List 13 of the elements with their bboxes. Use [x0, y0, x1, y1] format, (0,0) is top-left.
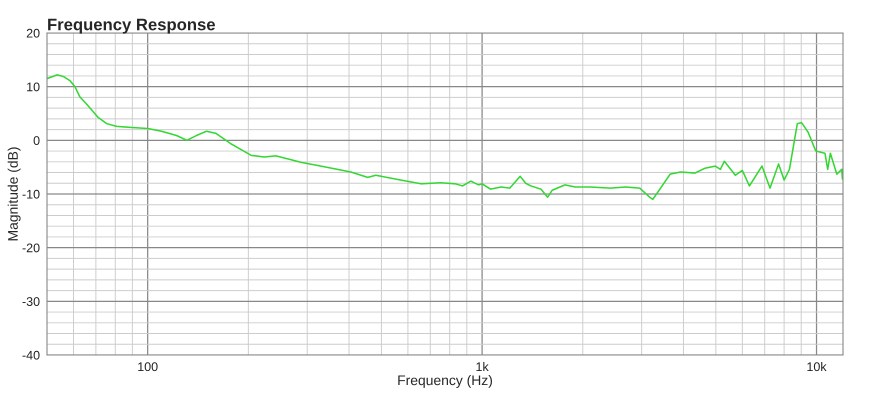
y-tick-label: -20 [22, 243, 40, 252]
y-axis-title: Magnitude (dB) [8, 147, 21, 240]
y-tick-label: -10 [22, 190, 40, 199]
y-tick-label: -30 [22, 297, 40, 306]
chart-title: Frequency Response [48, 18, 215, 34]
y-tick-label: 0 [34, 136, 40, 145]
x-axis-title: Frequency (Hz) [398, 374, 492, 388]
x-tick-label: 1k [476, 362, 489, 372]
y-tick-label: -40 [22, 350, 40, 360]
y-tick-label: 10 [27, 82, 40, 92]
y-tick-label: 20 [26, 28, 40, 38]
x-tick-label: 100 [138, 362, 158, 372]
x-tick-label: 10k [807, 362, 827, 372]
